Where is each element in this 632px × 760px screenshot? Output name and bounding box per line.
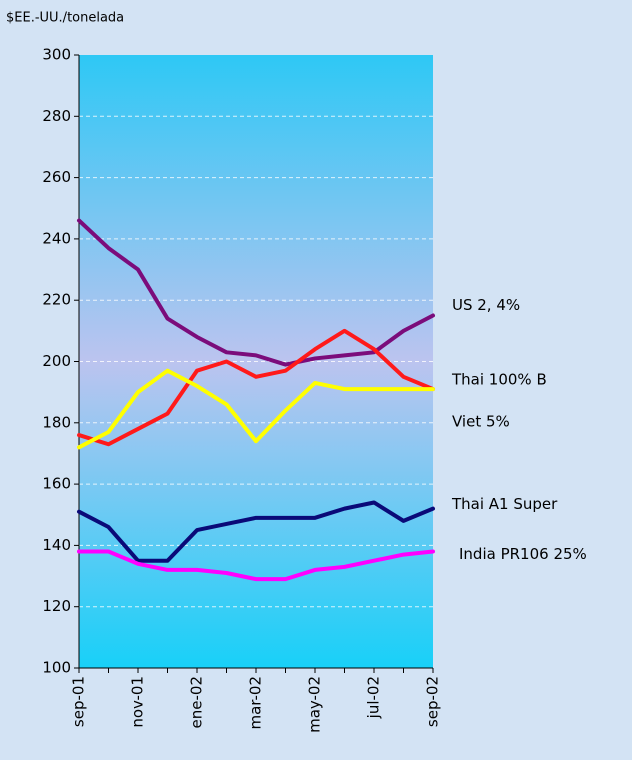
- series-line: [77, 549, 435, 582]
- series-line: [77, 218, 435, 367]
- y-tick-label: 300: [42, 46, 71, 64]
- series-label: US 2, 4%: [452, 296, 520, 314]
- x-tick-label: mar-02: [247, 676, 265, 730]
- y-tick-label: 280: [42, 107, 71, 125]
- y-tick-label: 120: [42, 597, 71, 615]
- y-tick-label: 240: [42, 229, 71, 247]
- series-label: Viet 5%: [452, 413, 510, 431]
- y-tick-label: 160: [42, 475, 71, 493]
- y-tick-label: 140: [42, 536, 71, 554]
- series-line: [77, 328, 435, 447]
- series-label: India PR106 25%: [459, 545, 587, 563]
- y-tick-label: 100: [42, 659, 71, 677]
- y-tick-label: 260: [42, 168, 71, 186]
- y-tick-label: 200: [42, 352, 71, 370]
- y-axis-label: $EE.-UU./tonelada: [6, 11, 124, 26]
- y-tick-label: 180: [42, 413, 71, 431]
- series-line: [77, 368, 435, 450]
- y-tick-label: 220: [42, 291, 71, 309]
- x-tick-label: nov-01: [129, 676, 147, 728]
- series-label: Thai 100% B: [451, 371, 547, 389]
- x-tick-label: ene-02: [188, 676, 206, 728]
- x-tick-label: jul-02: [365, 676, 383, 719]
- series-line: [77, 500, 435, 563]
- x-tick-label: may-02: [306, 676, 324, 733]
- series-label: Thai A1 Super: [451, 495, 558, 513]
- x-tick-label: sep-01: [70, 676, 88, 727]
- x-tick-label: sep-02: [424, 676, 442, 727]
